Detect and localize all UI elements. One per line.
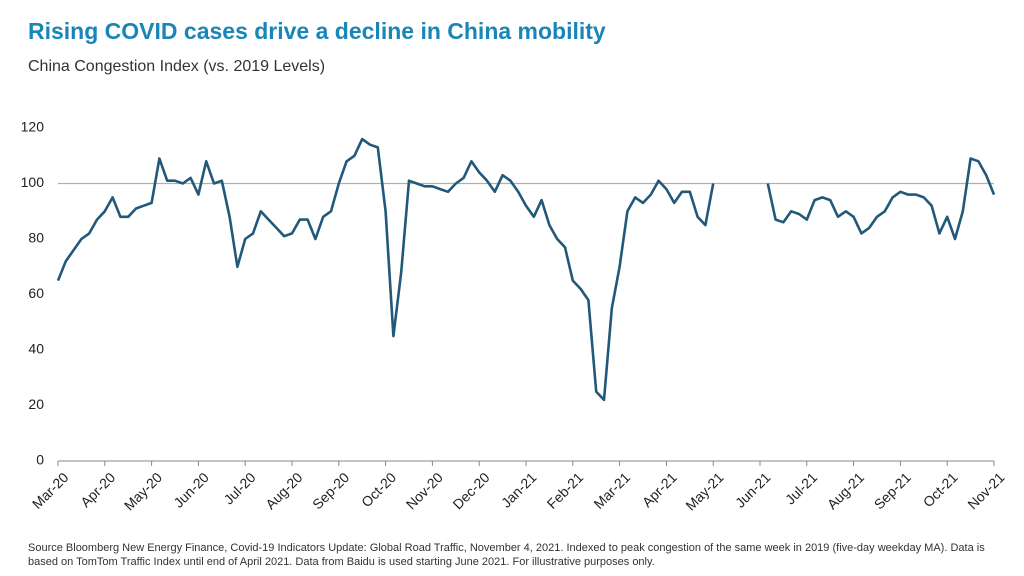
x-tick-label: Oct-21 — [920, 469, 961, 510]
x-tick-label: Sep-20 — [309, 469, 352, 512]
x-tick-label: Mar-20 — [29, 469, 72, 512]
y-tick-label: 100 — [21, 174, 45, 190]
x-tick-label: Sep-21 — [871, 469, 914, 512]
x-tick-label: Nov-21 — [964, 469, 1007, 512]
y-tick-label: 20 — [28, 396, 44, 412]
x-tick-label: Aug-21 — [824, 469, 867, 512]
x-tick-label: Aug-20 — [262, 469, 305, 512]
x-tick-label: Jan-21 — [498, 469, 540, 511]
x-tick-label: Nov-20 — [403, 469, 446, 512]
chart-subtitle: China Congestion Index (vs. 2019 Levels) — [28, 58, 326, 75]
x-tick-label: Jun-21 — [732, 469, 774, 511]
y-tick-label: 80 — [28, 230, 44, 246]
x-tick-label: Dec-20 — [449, 469, 492, 512]
x-tick-label: Mar-21 — [590, 469, 633, 512]
x-tick-label: May-20 — [121, 469, 165, 513]
chart-title: Rising COVID cases drive a decline in Ch… — [28, 18, 606, 44]
x-tick-label: Jul-20 — [220, 469, 258, 507]
y-tick-label: 120 — [21, 119, 45, 135]
x-tick-label: May-21 — [682, 469, 726, 513]
x-tick-label: Apr-20 — [77, 469, 118, 510]
x-tick-label: Jun-20 — [170, 469, 212, 511]
x-tick-label: Jul-21 — [782, 469, 820, 507]
x-tick-label: Oct-20 — [358, 469, 399, 510]
data-line — [766, 157, 996, 241]
y-tick-label: 0 — [36, 452, 44, 468]
y-tick-label: 60 — [28, 285, 44, 301]
x-tick-label: Feb-21 — [544, 469, 587, 512]
source-note: Source Bloomberg New Energy Finance, Cov… — [28, 542, 985, 568]
x-tick-label: Apr-21 — [639, 469, 680, 510]
y-tick-label: 40 — [28, 341, 44, 357]
data-line — [56, 137, 715, 402]
